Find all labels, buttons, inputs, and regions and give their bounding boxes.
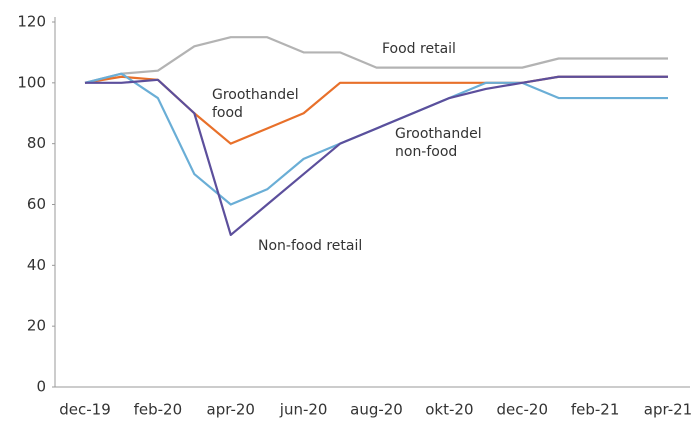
x-tick-label: dec-19 bbox=[59, 401, 111, 419]
x-tick-label: feb-20 bbox=[134, 401, 183, 419]
y-tick-label: 20 bbox=[27, 317, 46, 335]
y-tick-label: 120 bbox=[17, 13, 46, 31]
y-tick-label: 80 bbox=[27, 134, 46, 152]
x-tick-label: apr-21 bbox=[644, 401, 692, 419]
y-tick-label: 0 bbox=[36, 378, 46, 396]
series-label: Groothandel food bbox=[212, 87, 299, 121]
x-tick-label: jun-20 bbox=[279, 401, 328, 419]
series-label: Food retail bbox=[382, 41, 456, 57]
series-line bbox=[84, 75, 668, 145]
series-label: Groothandel non-food bbox=[395, 126, 482, 160]
series-line bbox=[85, 75, 668, 237]
x-tick-label: dec-20 bbox=[497, 401, 549, 419]
x-tick-label: feb-21 bbox=[571, 401, 620, 419]
series-line bbox=[84, 36, 668, 84]
x-tick-label: aug-20 bbox=[350, 401, 403, 419]
y-tick-label: 60 bbox=[27, 195, 46, 213]
x-tick-label: apr-20 bbox=[207, 401, 255, 419]
y-tick-label: 100 bbox=[17, 73, 46, 91]
x-tick-label: okt-20 bbox=[425, 401, 473, 419]
series-label: Non-food retail bbox=[258, 238, 363, 254]
y-tick-label: 40 bbox=[27, 256, 46, 274]
